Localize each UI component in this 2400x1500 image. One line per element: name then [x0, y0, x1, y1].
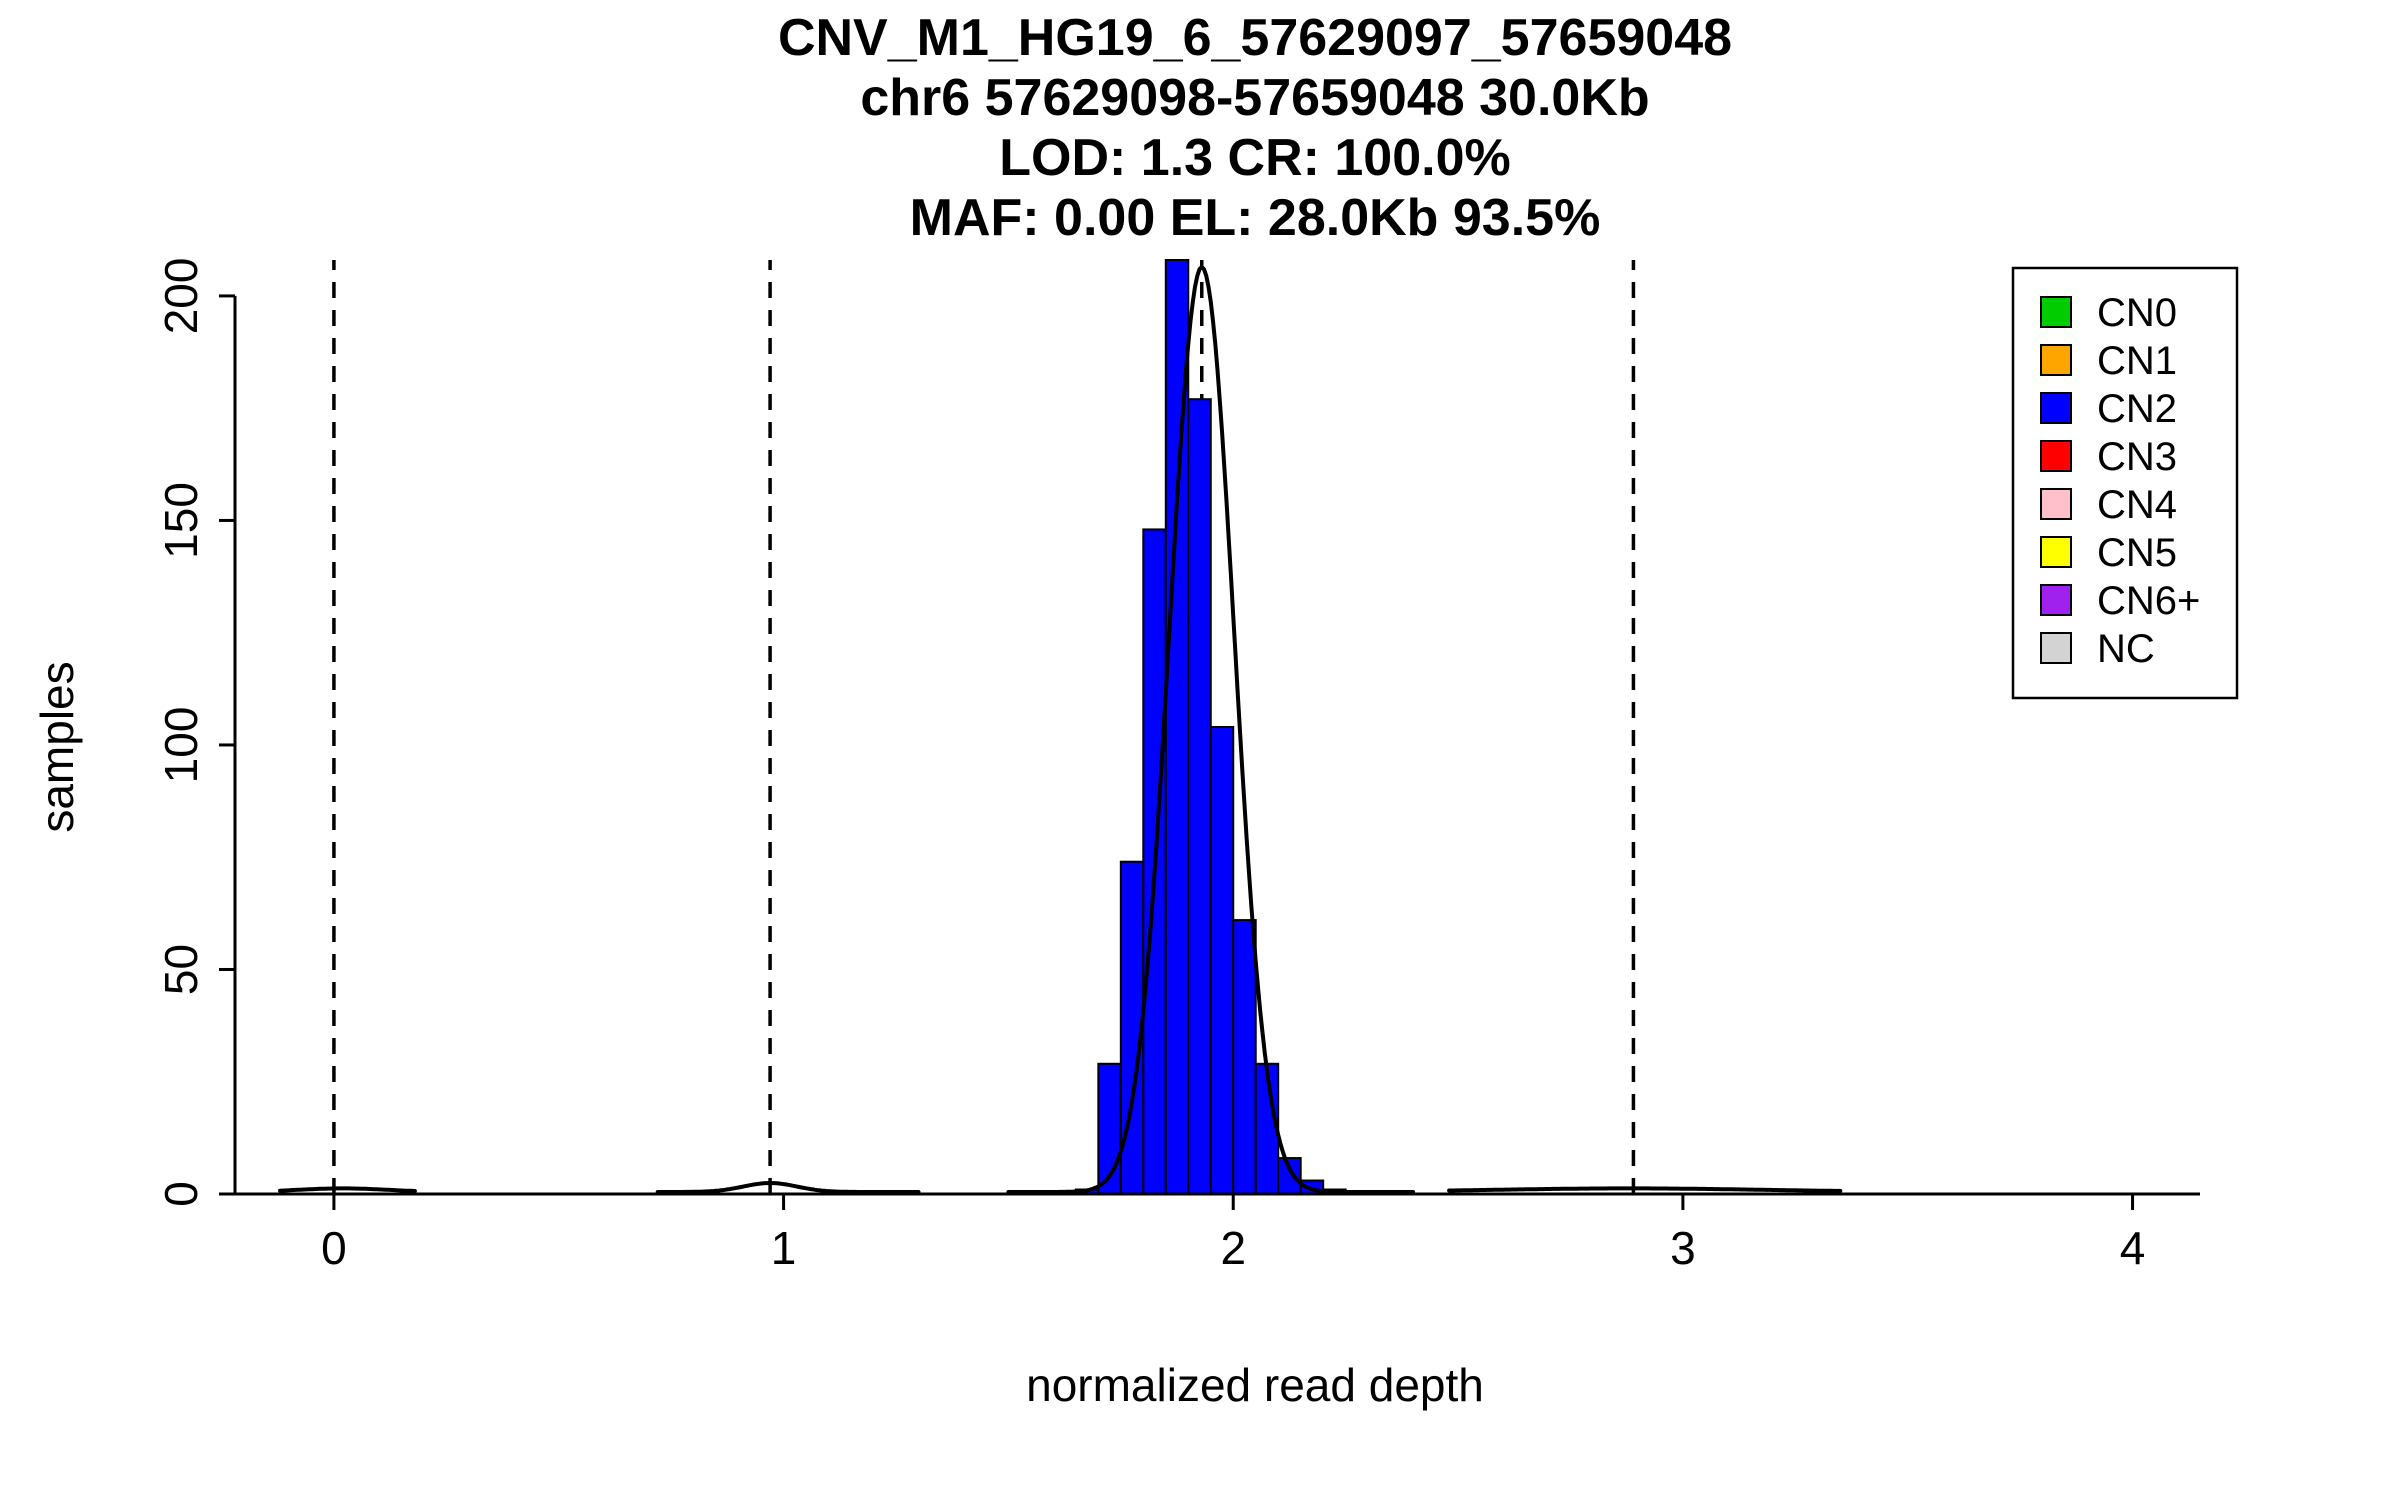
- legend-label-cn6: CN6+: [2097, 579, 2200, 623]
- legend-label-cn1: CN1: [2097, 339, 2177, 383]
- legend-label-cn4: CN4: [2097, 483, 2177, 527]
- legend-swatch-cn2: [2040, 392, 2072, 424]
- x-tick-label: 3: [1670, 1222, 1696, 1274]
- legend-swatch-cn3: [2040, 440, 2072, 472]
- density-curve: [278, 265, 1843, 1194]
- legend-swatch-cn4: [2040, 488, 2072, 520]
- y-tick-label: 150: [155, 482, 207, 559]
- legend-label-cn5: CN5: [2097, 531, 2177, 575]
- legend-swatch-cn6: [2040, 584, 2072, 616]
- density-curve-segment: [1447, 1186, 1843, 1193]
- chart-title-line-4: MAF: 0.00 EL: 28.0Kb 93.5%: [909, 189, 1601, 247]
- legend-swatch-cn0: [2040, 296, 2072, 328]
- x-tick-label: 2: [1220, 1222, 1246, 1274]
- x-axis-label: normalized read depth: [1026, 1359, 1484, 1411]
- x-tick-label: 4: [2120, 1222, 2146, 1274]
- y-axis-label: samples: [31, 661, 83, 833]
- chart-title-line-1: CNV_M1_HG19_6_57629097_57659048: [777, 9, 1733, 67]
- density-curve-segment: [1006, 265, 1416, 1194]
- y-tick-label: 0: [155, 1181, 207, 1207]
- x-tick-label: 0: [321, 1222, 347, 1274]
- legend-box: [2011, 266, 2239, 700]
- legend-label-cn3: CN3: [2097, 435, 2177, 479]
- chart-title-line-3: LOD: 1.3 CR: 100.0%: [999, 129, 1511, 187]
- dashed-guides: [332, 260, 1636, 1194]
- histogram-bar: [1209, 726, 1235, 1195]
- histogram-bars: [1074, 259, 1347, 1196]
- density-curve-segment: [655, 1181, 921, 1194]
- histogram-bar: [1277, 1157, 1302, 1195]
- legend-swatch-nc: [2040, 632, 2072, 664]
- y-tick-label: 100: [155, 707, 207, 784]
- chart-title-line-2: chr6 57629098-57659048 30.0Kb: [860, 69, 1650, 127]
- histogram-bar: [1232, 919, 1257, 1195]
- x-tick-label: 1: [771, 1222, 797, 1274]
- y-tick-label: 50: [155, 944, 207, 995]
- density-curve-segment: [278, 1186, 417, 1193]
- legend-label-cn2: CN2: [2097, 387, 2177, 431]
- legend-swatch-cn1: [2040, 344, 2072, 376]
- legend-swatch-cn5: [2040, 536, 2072, 568]
- y-tick-label: 200: [155, 258, 207, 335]
- x-axis: 0 1 2 3 4: [235, 1192, 2200, 1274]
- y-axis: 0 50 100 150 200: [155, 258, 237, 1207]
- histogram-bar: [1187, 398, 1212, 1196]
- chart-title: CNV_M1_HG19_6_57629097_57659048 chr6 576…: [235, 8, 2275, 248]
- legend-label-nc: NC: [2097, 627, 2155, 671]
- legend-label-cn0: CN0: [2097, 291, 2177, 335]
